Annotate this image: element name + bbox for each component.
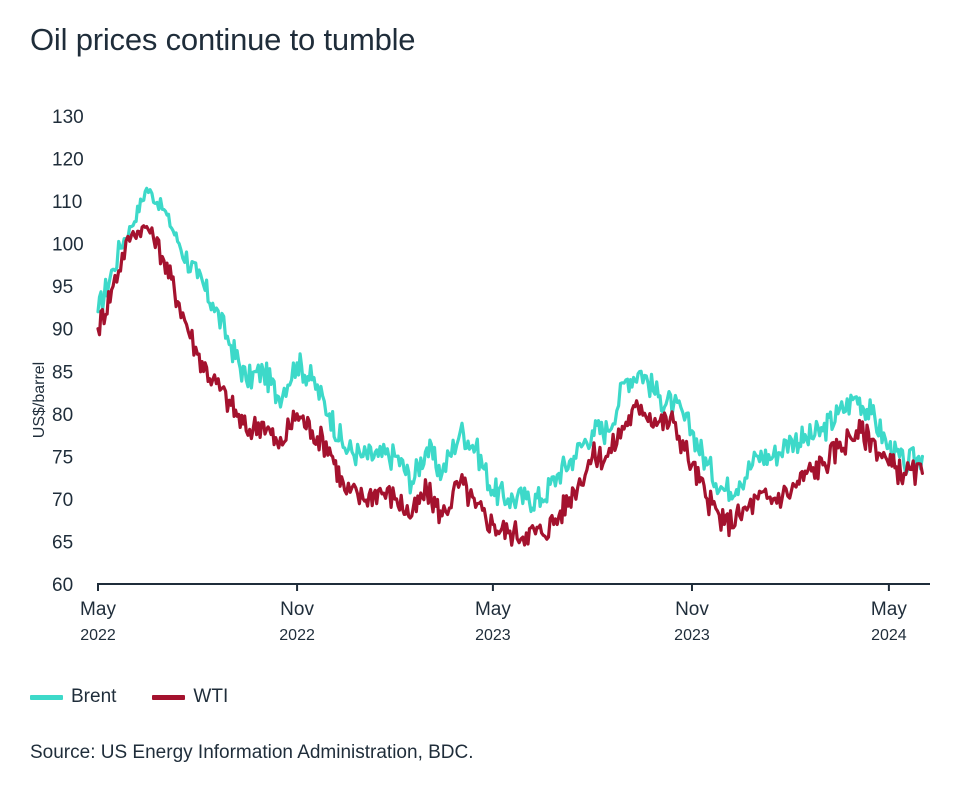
y-tick-label: 60 [52,575,73,596]
y-tick-label: 120 [52,150,84,171]
chart-title: Oil prices continue to tumble [30,22,416,57]
y-tick-label: 95 [52,277,73,298]
series-line-brent [96,186,924,514]
legend-label-brent: Brent [71,686,117,707]
legend-item-wti: WTI [152,686,228,708]
y-axis-label: US$/barrel [31,362,48,438]
y-tick-label: 75 [52,447,73,468]
y-tick-label: 130 [52,107,84,128]
legend-label-wti: WTI [193,686,229,707]
y-tick-label: 85 [52,362,73,383]
y-tick-label: 70 [52,490,73,511]
x-tick-label-year: 2023 [674,627,710,644]
x-tick-label-month: Nov [675,599,709,620]
x-tick-label-year: 2022 [279,627,315,644]
x-tick-label-month: May [871,599,907,620]
y-tick-label: 100 [52,235,84,256]
legend-swatch-brent [30,694,63,700]
source-note: Source: US Energy Information Administra… [30,742,474,763]
x-tick-label-month: May [475,599,511,620]
x-tick-label-year: 2022 [80,627,116,644]
x-tick-label-year: 2023 [475,627,511,644]
series-line-wti [96,224,924,547]
legend-item-brent: Brent [30,686,116,708]
line-chart: US$/barrel 6065707580859095100110120130 … [31,107,930,644]
legend: Brent WTI [30,686,264,708]
x-tick-label-month: Nov [280,599,314,620]
legend-swatch-wti [152,694,186,700]
y-tick-label: 65 [52,532,73,553]
y-tick-label: 110 [52,192,82,213]
y-tick-label: 90 [52,320,73,341]
x-tick-label-year: 2024 [871,627,907,644]
y-tick-label: 80 [52,405,73,426]
x-tick-label-month: May [80,599,116,620]
